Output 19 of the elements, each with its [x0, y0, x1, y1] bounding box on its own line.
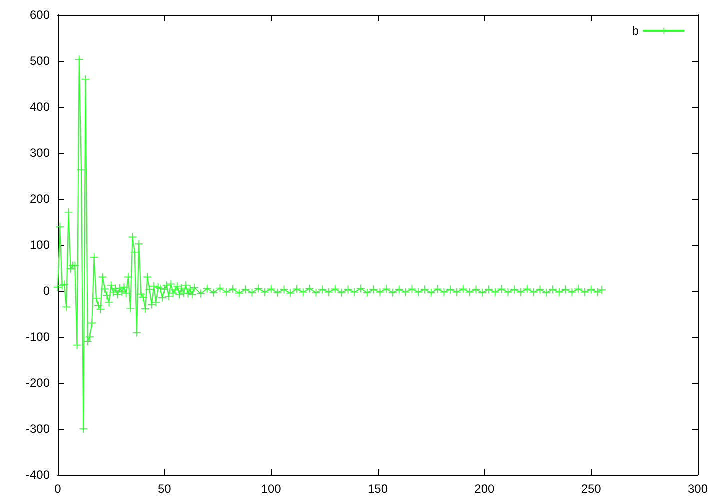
y-tick-label: -100: [26, 330, 50, 344]
y-tick-label: 300: [30, 146, 50, 160]
x-tick-label: 0: [54, 482, 62, 496]
x-tick-label: 150: [368, 482, 388, 496]
x-tick-label: 200: [474, 482, 495, 496]
x-tick-label: 100: [261, 482, 282, 496]
x-tick-label: 300: [688, 482, 708, 496]
x-tick-label: 250: [581, 482, 602, 496]
y-tick-label: -400: [26, 468, 50, 482]
y-tick-label: 200: [30, 192, 50, 206]
legend-label: b: [632, 24, 640, 38]
y-tick-label: -200: [26, 376, 50, 390]
y-tick-label: 100: [30, 238, 50, 252]
y-tick-label: 500: [30, 54, 50, 68]
y-tick-label: 0: [43, 284, 50, 298]
y-tick-label: 400: [30, 100, 50, 114]
x-tick-label: 50: [158, 482, 172, 496]
y-tick-label: 600: [30, 8, 50, 22]
y-tick-label: -300: [26, 422, 50, 436]
